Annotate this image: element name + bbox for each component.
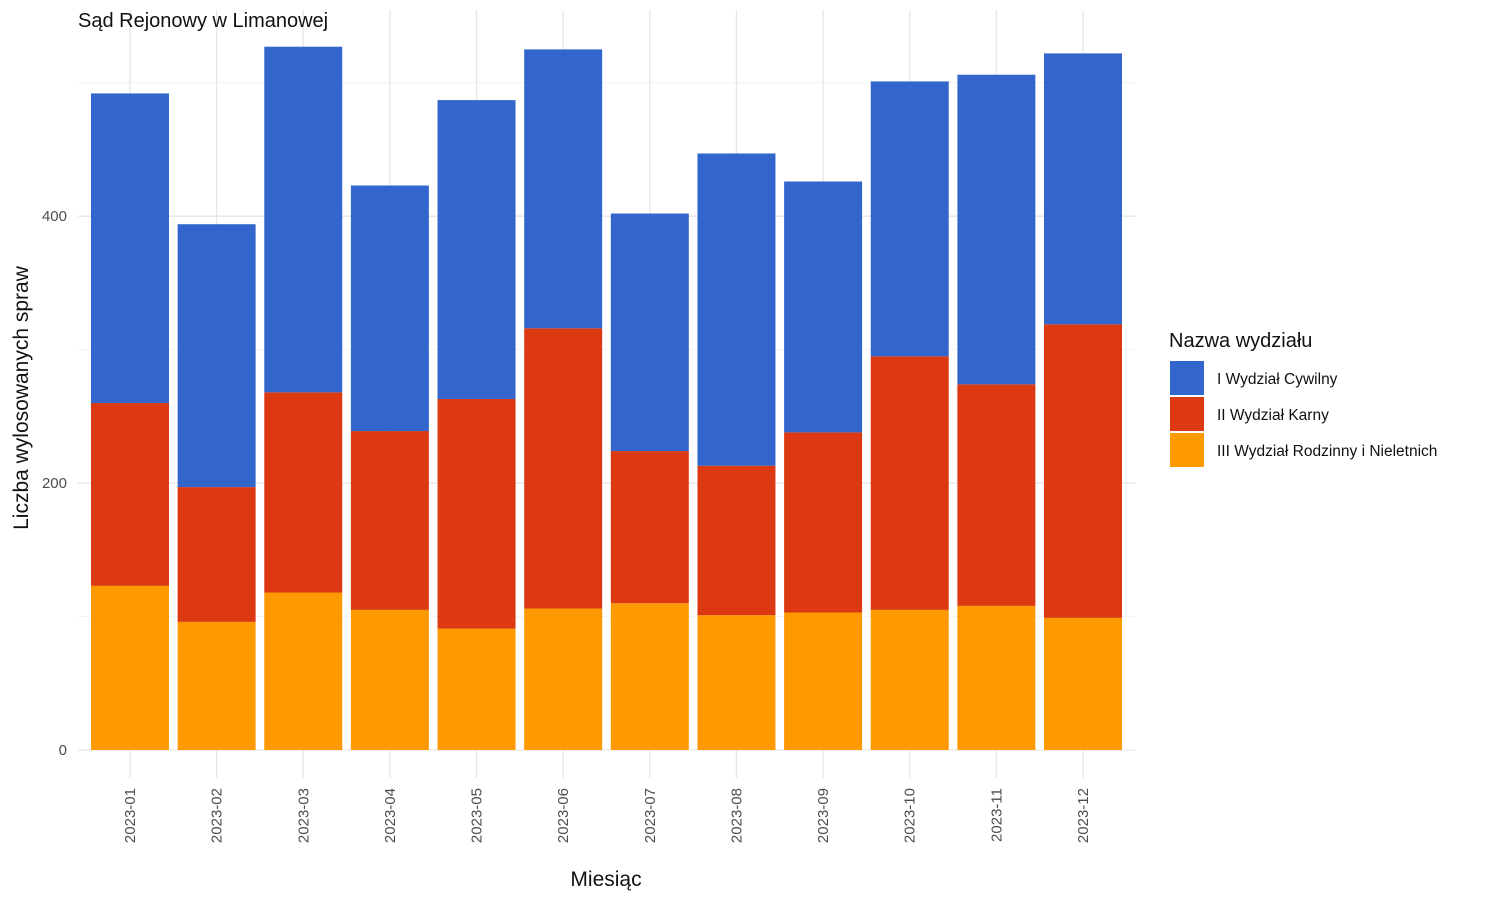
legend-label: II Wydział Karny <box>1217 407 1329 424</box>
x-tick-label: 2023-07 <box>642 788 659 843</box>
x-tick-label: 2023-08 <box>728 788 745 843</box>
bar-segment <box>350 609 429 750</box>
bar-segment <box>437 100 516 400</box>
x-tick-label: 2023-03 <box>295 788 312 843</box>
bar-segment <box>177 487 256 622</box>
y-tick-label: 400 <box>42 208 67 225</box>
bar-segment <box>524 608 603 750</box>
bar-segment <box>784 181 863 433</box>
x-tick-label: 2023-02 <box>209 788 226 843</box>
y-axis-ticks: 0 200 400 <box>42 208 67 759</box>
x-tick-label: 2023-09 <box>815 788 832 843</box>
bar-segment <box>610 451 689 604</box>
bar-segment <box>1044 324 1123 618</box>
bar-segment <box>870 609 949 750</box>
x-tick-label: 2023-06 <box>555 788 572 843</box>
x-tick-label: 2023-05 <box>469 788 486 843</box>
bar-segment <box>177 224 256 488</box>
y-axis-title: Liczba wylosowanych spraw <box>10 265 33 530</box>
chart-title: Sąd Rejonowy w Limanowej <box>78 10 328 32</box>
bar-segment <box>90 585 169 750</box>
y-tick-label: 0 <box>59 742 67 759</box>
x-axis-ticks: 2023-01 2023-02 2023-03 2023-04 2023-05 2023-… <box>122 788 1092 843</box>
legend-title: Nazwa wydziału <box>1169 330 1312 352</box>
bar-segment <box>264 392 343 593</box>
bar-segment <box>177 621 256 750</box>
bar-segment <box>1044 53 1123 325</box>
bar-segment <box>957 605 1036 750</box>
bar-segment <box>957 384 1036 606</box>
bar-segment <box>697 153 776 466</box>
legend-swatch <box>1170 397 1204 431</box>
x-tick-label: 2023-11 <box>988 788 1005 842</box>
bar-segment <box>350 431 429 610</box>
bar-segment <box>870 81 949 357</box>
legend-label: I Wydział Cywilny <box>1217 371 1338 388</box>
bar-segment <box>350 185 429 432</box>
bar-segment <box>784 612 863 750</box>
bar-segment <box>90 93 169 404</box>
legend: Nazwa wydziału I Wydział Cywilny II Wydzi… <box>1169 330 1437 467</box>
bar-segment <box>264 592 343 750</box>
bar-segment <box>610 213 689 452</box>
bar-segment <box>264 46 343 393</box>
legend-label: III Wydział Rodzinny i Nieletnich <box>1217 443 1437 460</box>
bar-segment <box>437 628 516 750</box>
bar-segment <box>437 399 516 629</box>
bar-segment <box>697 465 776 616</box>
x-tick-label: 2023-01 <box>122 788 139 843</box>
x-tick-label: 2023-12 <box>1075 788 1092 843</box>
bar-segment <box>697 615 776 750</box>
bar-segment <box>784 432 863 613</box>
legend-swatch <box>1170 361 1204 395</box>
bar-segment <box>1044 617 1123 750</box>
bar-segment <box>957 74 1036 385</box>
x-tick-label: 2023-04 <box>382 788 399 843</box>
x-axis-title: Miesiąc <box>570 868 641 891</box>
plot-bars <box>90 46 1123 750</box>
bar-segment <box>524 49 603 329</box>
x-tick-label: 2023-10 <box>902 788 919 843</box>
bar-segment <box>870 356 949 610</box>
bar-segment <box>90 403 169 586</box>
bar-segment <box>610 603 689 750</box>
y-tick-label: 200 <box>42 475 67 492</box>
bar-segment <box>524 328 603 609</box>
legend-swatch <box>1170 433 1204 467</box>
